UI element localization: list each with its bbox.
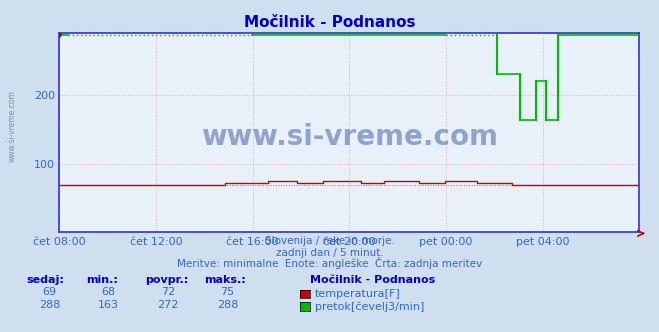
Text: Močilnik - Podnanos: Močilnik - Podnanos: [310, 275, 435, 285]
Text: 72: 72: [161, 288, 175, 297]
Text: min.:: min.:: [86, 275, 117, 285]
Text: temperatura[F]: temperatura[F]: [315, 289, 401, 299]
Text: 69: 69: [42, 288, 57, 297]
Text: 272: 272: [158, 300, 179, 310]
Text: maks.:: maks.:: [204, 275, 246, 285]
Text: www.si-vreme.com: www.si-vreme.com: [201, 123, 498, 151]
Text: www.si-vreme.com: www.si-vreme.com: [8, 90, 17, 162]
Text: 163: 163: [98, 300, 119, 310]
Text: 288: 288: [39, 300, 60, 310]
Text: 288: 288: [217, 300, 238, 310]
Text: Slovenija / reke in morje.: Slovenija / reke in morje.: [264, 236, 395, 246]
Text: pretok[čevelj3/min]: pretok[čevelj3/min]: [315, 301, 424, 312]
Text: sedaj:: sedaj:: [26, 275, 64, 285]
Text: Meritve: minimalne  Enote: angleške  Črta: zadnja meritev: Meritve: minimalne Enote: angleške Črta:…: [177, 257, 482, 269]
Text: povpr.:: povpr.:: [145, 275, 188, 285]
Text: Močilnik - Podnanos: Močilnik - Podnanos: [244, 15, 415, 30]
Text: 68: 68: [101, 288, 116, 297]
Text: zadnji dan / 5 minut.: zadnji dan / 5 minut.: [275, 248, 384, 258]
Text: 75: 75: [220, 288, 235, 297]
